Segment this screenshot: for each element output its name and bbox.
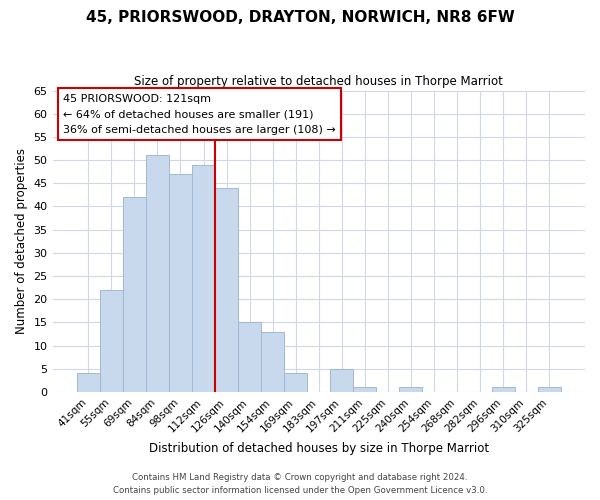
- Bar: [215, 188, 238, 392]
- Text: 45, PRIORSWOOD, DRAYTON, NORWICH, NR8 6FW: 45, PRIORSWOOD, DRAYTON, NORWICH, NR8 6F…: [86, 10, 514, 25]
- Y-axis label: Number of detached properties: Number of detached properties: [15, 148, 28, 334]
- Bar: [284, 374, 307, 392]
- Text: 45 PRIORSWOOD: 121sqm
← 64% of detached houses are smaller (191)
36% of semi-det: 45 PRIORSWOOD: 121sqm ← 64% of detached …: [63, 94, 336, 135]
- Bar: [538, 388, 561, 392]
- Bar: [123, 197, 146, 392]
- Bar: [192, 164, 215, 392]
- Bar: [491, 388, 515, 392]
- Bar: [146, 156, 169, 392]
- Bar: [261, 332, 284, 392]
- X-axis label: Distribution of detached houses by size in Thorpe Marriot: Distribution of detached houses by size …: [149, 442, 489, 455]
- Text: Contains HM Land Registry data © Crown copyright and database right 2024.
Contai: Contains HM Land Registry data © Crown c…: [113, 474, 487, 495]
- Bar: [238, 322, 261, 392]
- Bar: [169, 174, 192, 392]
- Title: Size of property relative to detached houses in Thorpe Marriot: Size of property relative to detached ho…: [134, 75, 503, 88]
- Bar: [100, 290, 123, 392]
- Bar: [400, 388, 422, 392]
- Bar: [353, 388, 376, 392]
- Bar: [77, 374, 100, 392]
- Bar: [330, 369, 353, 392]
